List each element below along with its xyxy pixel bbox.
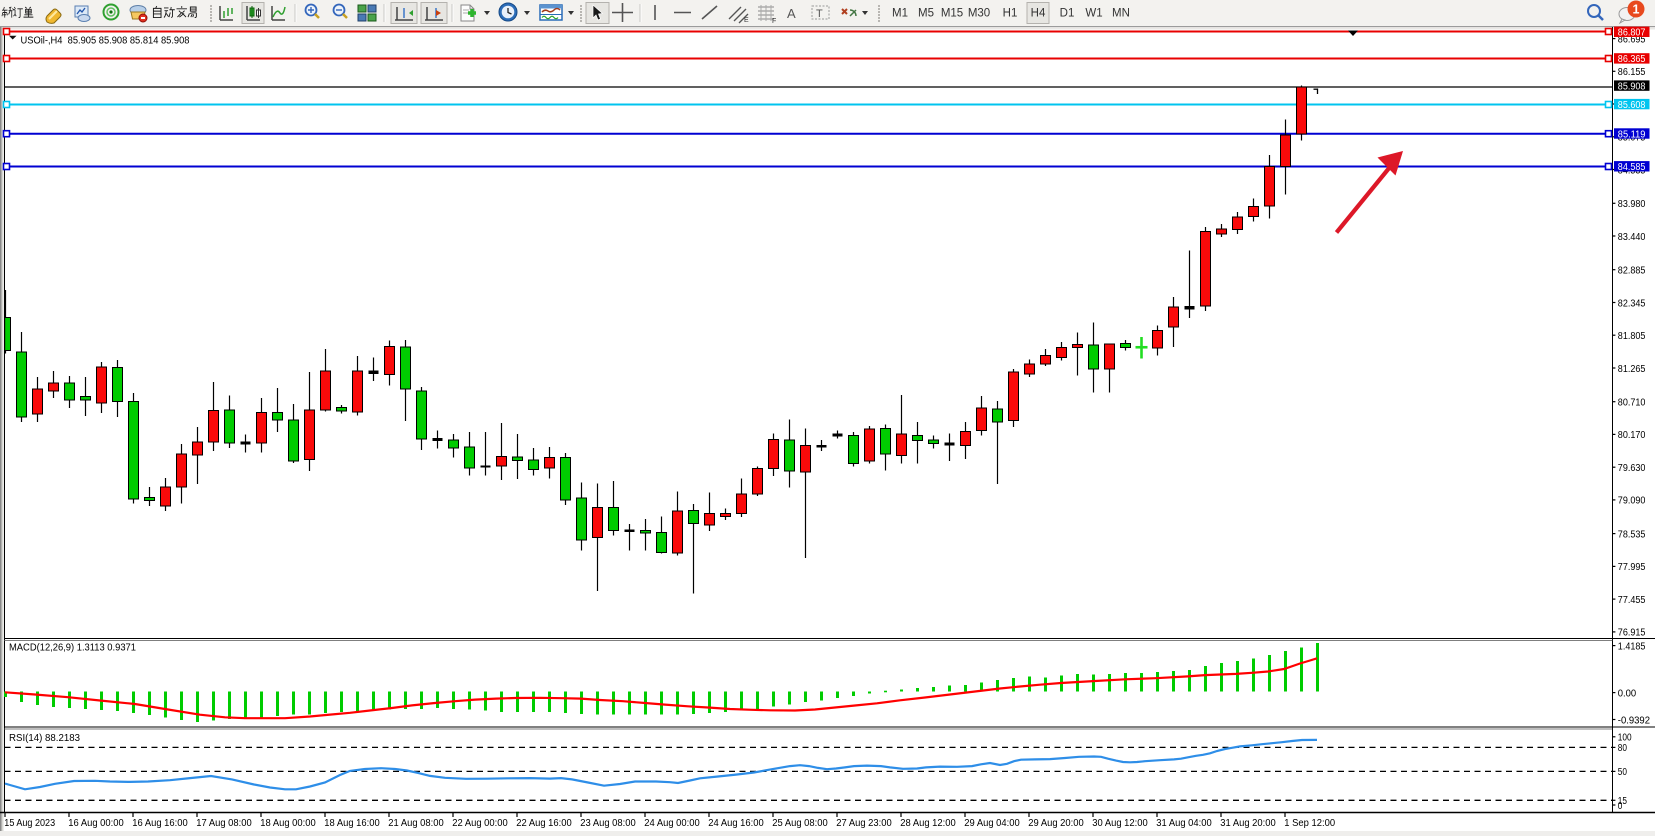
svg-text:18 Aug 16:00: 18 Aug 16:00 — [324, 818, 380, 829]
svg-text:21 Aug 08:00: 21 Aug 08:00 — [388, 818, 444, 829]
svg-text:E: E — [744, 17, 749, 24]
svg-text:18 Aug 00:00: 18 Aug 00:00 — [260, 818, 316, 829]
svg-text:82.885: 82.885 — [1618, 266, 1646, 277]
svg-text:83.440: 83.440 — [1618, 232, 1646, 243]
svg-text:15 Aug 2023: 15 Aug 2023 — [4, 818, 55, 829]
svg-text:100: 100 — [1618, 733, 1632, 744]
svg-text:80: 80 — [1618, 743, 1628, 754]
svg-text:83.980: 83.980 — [1618, 199, 1646, 210]
svg-text:0.00: 0.00 — [1618, 688, 1637, 699]
svg-text:79.630: 79.630 — [1618, 463, 1646, 474]
svg-text:86.807: 86.807 — [1618, 28, 1646, 39]
svg-text:50: 50 — [1618, 767, 1628, 778]
svg-text:M1: M1 — [892, 8, 908, 20]
svg-text:H1: H1 — [1003, 8, 1018, 20]
svg-text:D1: D1 — [1060, 8, 1075, 20]
svg-text:81.805: 81.805 — [1618, 331, 1646, 342]
svg-text:78.535: 78.535 — [1618, 529, 1646, 540]
svg-text:M15: M15 — [941, 8, 963, 20]
svg-text:85.608: 85.608 — [1618, 100, 1646, 111]
svg-text:16 Aug 00:00: 16 Aug 00:00 — [68, 818, 124, 829]
svg-text:86.155: 86.155 — [1618, 67, 1646, 78]
svg-text:82.345: 82.345 — [1618, 298, 1646, 309]
svg-text:31 Aug 20:00: 31 Aug 20:00 — [1220, 818, 1276, 829]
svg-text:17 Aug 08:00: 17 Aug 08:00 — [196, 818, 252, 829]
svg-text:77.995: 77.995 — [1618, 562, 1646, 573]
svg-text:M30: M30 — [968, 8, 990, 20]
svg-text:0: 0 — [1618, 801, 1623, 812]
svg-text:25 Aug 08:00: 25 Aug 08:00 — [772, 818, 828, 829]
svg-text:1.4185: 1.4185 — [1618, 641, 1646, 652]
svg-text:22 Aug 00:00: 22 Aug 00:00 — [452, 818, 508, 829]
svg-text:F: F — [772, 18, 776, 25]
svg-text:MACD(12,26,9) 1.3113 0.9371: MACD(12,26,9) 1.3113 0.9371 — [9, 643, 136, 654]
svg-text:H4: H4 — [1031, 8, 1046, 20]
svg-text:85.908: 85.908 — [1618, 81, 1646, 92]
svg-text:30 Aug 12:00: 30 Aug 12:00 — [1092, 818, 1148, 829]
svg-text:29 Aug 20:00: 29 Aug 20:00 — [1028, 818, 1084, 829]
svg-text:77.455: 77.455 — [1618, 595, 1646, 606]
svg-text:22 Aug 16:00: 22 Aug 16:00 — [516, 818, 572, 829]
svg-text:A: A — [787, 6, 796, 21]
svg-text:84.585: 84.585 — [1618, 162, 1646, 173]
svg-text:81.265: 81.265 — [1618, 364, 1646, 375]
svg-text:15: 15 — [1618, 796, 1628, 807]
svg-text:86.365: 86.365 — [1618, 54, 1646, 65]
svg-text:W1: W1 — [1085, 8, 1102, 20]
svg-text:1 Sep 12:00: 1 Sep 12:00 — [1284, 818, 1335, 829]
svg-text:29 Aug 04:00: 29 Aug 04:00 — [964, 818, 1020, 829]
svg-text:85.119: 85.119 — [1618, 129, 1646, 140]
svg-text:27 Aug 23:00: 27 Aug 23:00 — [836, 818, 892, 829]
svg-text:23 Aug 08:00: 23 Aug 08:00 — [580, 818, 636, 829]
svg-text:1: 1 — [1633, 3, 1640, 17]
svg-text:80.170: 80.170 — [1618, 430, 1646, 441]
svg-text:-0.9392: -0.9392 — [1618, 715, 1651, 726]
svg-text:24 Aug 00:00: 24 Aug 00:00 — [644, 818, 700, 829]
svg-text:80.710: 80.710 — [1618, 398, 1646, 409]
svg-text:79.090: 79.090 — [1618, 496, 1646, 507]
svg-text:MN: MN — [1112, 8, 1130, 20]
svg-text:76.915: 76.915 — [1618, 628, 1646, 639]
svg-text:M5: M5 — [918, 8, 934, 20]
svg-text:USOil-,H4 85.905 85.908 85.81: USOil-,H4 85.905 85.908 85.814 85.908 — [21, 36, 190, 47]
svg-text:16 Aug 16:00: 16 Aug 16:00 — [132, 818, 188, 829]
svg-text:28 Aug 12:00: 28 Aug 12:00 — [900, 818, 956, 829]
svg-text:T: T — [816, 8, 823, 20]
svg-text:24 Aug 16:00: 24 Aug 16:00 — [708, 818, 764, 829]
svg-text:RSI(14) 88.2183: RSI(14) 88.2183 — [9, 733, 80, 744]
svg-text:86.695: 86.695 — [1618, 34, 1646, 45]
svg-text:31 Aug 04:00: 31 Aug 04:00 — [1156, 818, 1212, 829]
